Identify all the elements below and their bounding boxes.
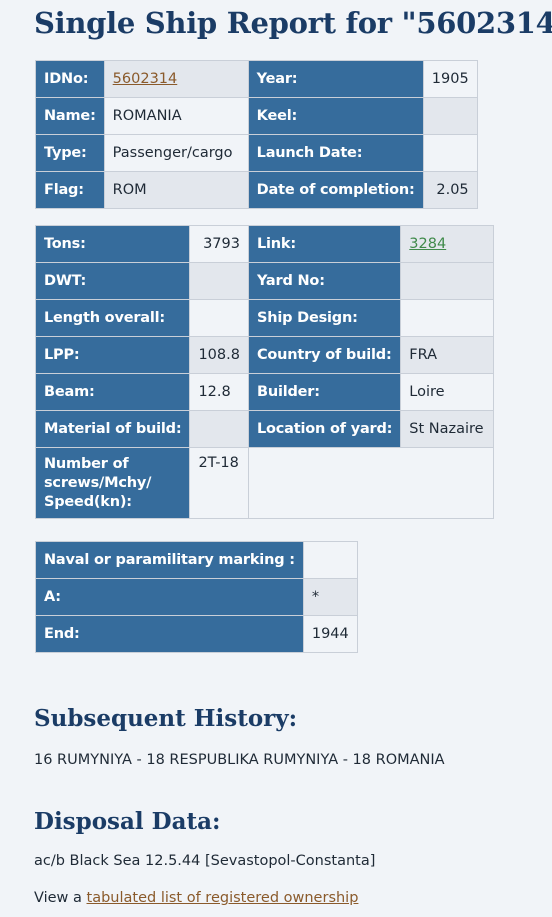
beam-label: Beam: (34, 373, 191, 411)
country-label: Country of build: (247, 336, 402, 374)
subsequent-history-text: 16 RUMYNIYA - 18 RESPUBLIKA RUMYNIYA - 1… (34, 752, 445, 768)
location-label: Location of yard: (247, 410, 402, 448)
completion-value: 2.05 (422, 171, 478, 209)
year-value: 1905 (422, 60, 478, 98)
table-row: Number of screws/Mchy/ Speed(kn): 2T-18 (34, 447, 495, 519)
material-value (189, 410, 249, 448)
table-row: DWT: Yard No: (34, 262, 495, 300)
table-row: Name: ROMANIA Keel: (35, 97, 478, 135)
empty-cell (247, 447, 495, 519)
ship-design-value (400, 299, 495, 337)
material-label: Material of build: (34, 410, 191, 448)
subsequent-history-heading: Subsequent History: (34, 705, 298, 732)
table-row: Flag: ROM Date of completion: 2.05 (35, 171, 478, 209)
screws-value: 2T-18 (189, 447, 249, 519)
screws-label-line-1: Number of (44, 455, 129, 472)
country-value: FRA (400, 336, 495, 374)
screws-label: Number of screws/Mchy/ Speed(kn): (34, 447, 191, 519)
link-3284[interactable]: 3284 (409, 236, 447, 252)
year-label: Year: (247, 60, 424, 98)
a-value: * (302, 578, 358, 616)
end-value: 1944 (302, 615, 358, 653)
dwt-label: DWT: (34, 262, 191, 300)
lpp-value: 108.8 (189, 336, 249, 374)
length-overall-value (189, 299, 249, 337)
yard-no-value (400, 262, 495, 300)
tons-value: 3793 (189, 225, 249, 263)
keel-label: Keel: (247, 97, 424, 135)
naval-marking-value (302, 541, 358, 579)
screws-label-line-3: Speed(kn): (44, 493, 132, 510)
id-value: 5602314 (103, 60, 249, 98)
id-link[interactable]: 5602314 (112, 71, 178, 87)
page-title: Single Ship Report for "5602314" (34, 6, 552, 40)
beam-value: 12.8 (189, 373, 249, 411)
screws-label-line-2: screws/Mchy/ (44, 474, 152, 491)
builder-label: Builder: (247, 373, 402, 411)
disposal-data-heading: Disposal Data: (34, 808, 221, 835)
table-row: Length overall: Ship Design: (34, 299, 495, 337)
table-row: Type: Passenger/cargo Launch Date: (35, 134, 478, 172)
table-row: Naval or paramilitary marking : (35, 541, 358, 579)
yard-no-label: Yard No: (247, 262, 402, 300)
completion-label: Date of completion: (247, 171, 424, 209)
view-prefix: View a (34, 890, 87, 906)
lpp-label: LPP: (34, 336, 191, 374)
a-label: A: (35, 578, 304, 616)
table-row: Material of build: Location of yard: St … (34, 410, 495, 448)
general-info-table: IDNo: 5602314 Year: 1905 Name: ROMANIA K… (35, 60, 478, 209)
naval-marking-label: Naval or paramilitary marking : (35, 541, 304, 579)
end-label: End: (35, 615, 304, 653)
name-value: ROMANIA (103, 97, 249, 135)
location-value: St Nazaire (400, 410, 495, 448)
ownership-list-link[interactable]: tabulated list of registered ownership (86, 890, 359, 906)
table-row: A: * (35, 578, 358, 616)
dwt-value (189, 262, 249, 300)
launch-date-label: Launch Date: (247, 134, 424, 172)
naval-table: Naval or paramilitary marking : A: * End… (35, 541, 358, 653)
flag-label: Flag: (35, 171, 105, 209)
table-row: Tons: 3793 Link: 3284 (34, 225, 495, 263)
table-row: Beam: 12.8 Builder: Loire (34, 373, 495, 411)
builder-value: Loire (400, 373, 495, 411)
id-label: IDNo: (35, 60, 105, 98)
link-label: Link: (247, 225, 402, 263)
table-row: End: 1944 (35, 615, 358, 653)
flag-value: ROM (103, 171, 249, 209)
launch-date-value (422, 134, 478, 172)
table-row: IDNo: 5602314 Year: 1905 (35, 60, 478, 98)
keel-value (422, 97, 478, 135)
link-value: 3284 (400, 225, 495, 263)
table-row: LPP: 108.8 Country of build: FRA (34, 336, 495, 374)
specs-table: Tons: 3793 Link: 3284 DWT: Yard No: Leng… (34, 225, 495, 519)
ship-design-label: Ship Design: (247, 299, 402, 337)
length-overall-label: Length overall: (34, 299, 191, 337)
type-value: Passenger/cargo (103, 134, 249, 172)
tons-label: Tons: (34, 225, 191, 263)
type-label: Type: (35, 134, 105, 172)
disposal-data-text: ac/b Black Sea 12.5.44 [Sevastopol-Const… (34, 853, 376, 869)
name-label: Name: (35, 97, 105, 135)
view-ownership-line: View a tabulated list of registered owne… (34, 890, 358, 906)
